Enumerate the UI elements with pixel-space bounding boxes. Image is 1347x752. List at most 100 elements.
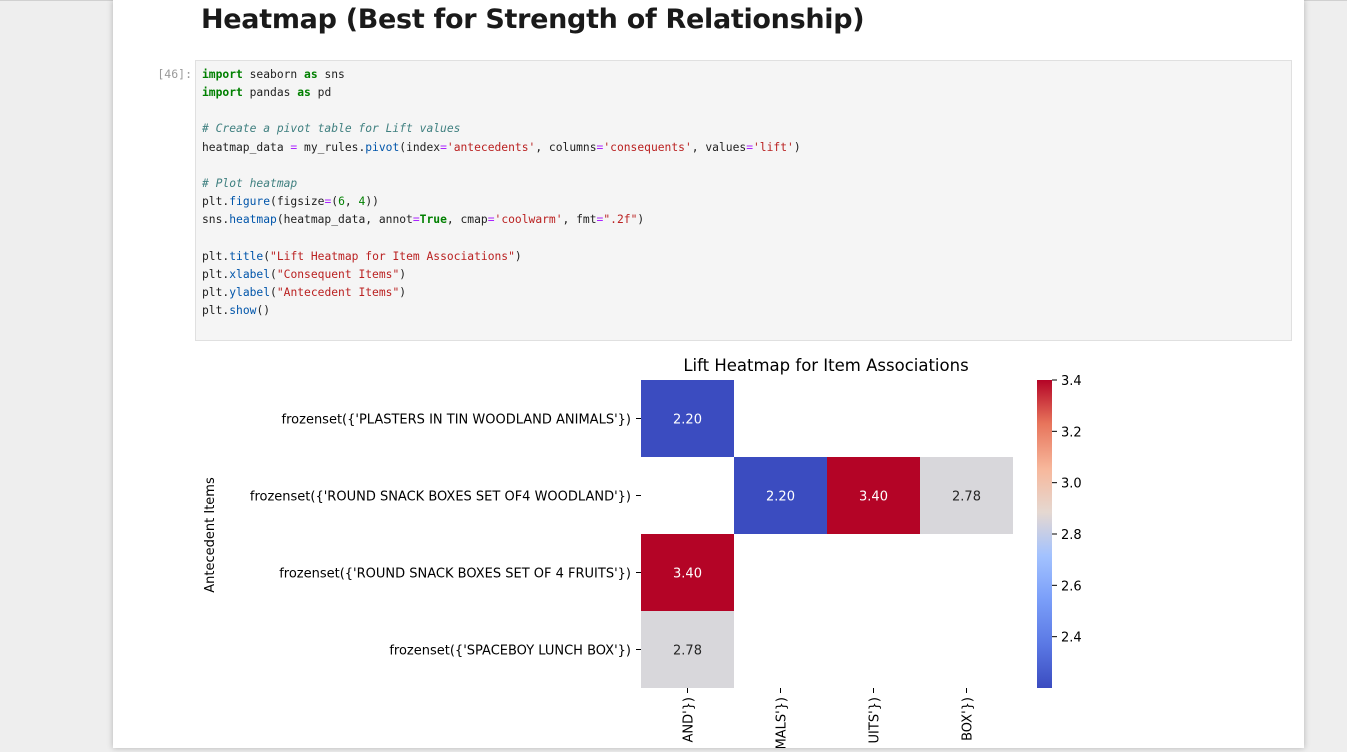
column-tick-label: MALS'}): [775, 697, 790, 748]
row-tick-label: frozenset({'ROUND SNACK BOXES SET OF4 WO…: [250, 490, 631, 505]
code-token: , columns: [535, 140, 597, 154]
row-tick-label: frozenset({'SPACEBOY LUNCH BOX'}): [389, 644, 631, 659]
cell-annotation: 3.40: [859, 490, 888, 505]
code-token: ): [793, 140, 801, 154]
code-token: (figsize: [270, 195, 325, 209]
code-token: sns: [317, 68, 345, 81]
chart-title: Lift Heatmap for Item Associations: [683, 356, 968, 375]
execution-count-prompt: [46]:: [157, 67, 192, 81]
colorbar-tick-label: 2.4: [1061, 631, 1082, 646]
code-token: seaborn: [242, 68, 305, 81]
code-token: , fmt: [562, 213, 597, 227]
column-tick-label: AND'}): [682, 697, 697, 743]
column-tick-labels: AND'}) MALS'}) UITS'}) BOX'}): [682, 688, 976, 750]
colorbar-tick-label: 3.4: [1061, 374, 1082, 389]
cell-annotation: 2.78: [673, 644, 702, 659]
code-token: title: [229, 249, 264, 263]
code-line: plt.figure(figsize=(6, 4)): [202, 195, 379, 208]
code-token: ): [514, 249, 522, 263]
code-line: plt.ylabel("Antecedent Items"): [202, 286, 406, 299]
heatmap-cell: [734, 457, 827, 534]
code-token: plt.: [202, 195, 230, 209]
code-line: sns.heatmap(heatmap_data, annot=True, cm…: [202, 213, 644, 226]
code-token: heatmap: [229, 213, 277, 227]
heatmap-cell: [827, 457, 920, 534]
code-token: sns.: [202, 213, 230, 227]
colorbar-tick-label: 2.6: [1061, 579, 1082, 594]
y-axis-label: Antecedent Items: [203, 477, 218, 593]
code-token: , cmap: [446, 213, 488, 227]
code-line: import seaborn as sns: [202, 68, 345, 81]
colorbar-tick-label: 3.2: [1061, 425, 1082, 440]
code-token: ): [399, 267, 407, 281]
code-token: import: [202, 86, 243, 100]
cell-annotation: 2.78: [952, 490, 981, 505]
code-token: ".2f": [603, 213, 638, 227]
code-line: plt.show(): [202, 304, 270, 317]
code-token: plt.: [202, 249, 230, 263]
markdown-heading: Heatmap (Best for Strength of Relationsh…: [201, 4, 865, 35]
code-token: =: [487, 213, 495, 227]
code-token: (: [331, 195, 339, 209]
code-token: (heatmap_data, annot: [276, 213, 413, 227]
code-token: =: [412, 213, 420, 227]
heatmap-chart: Lift Heatmap for Item Associations Antec…: [203, 356, 1082, 750]
code-token: ): [637, 213, 645, 227]
code-token: xlabel: [229, 267, 271, 281]
code-token: =: [324, 195, 332, 209]
code-token: "Antecedent Items": [276, 285, 400, 299]
code-line: plt.title("Lift Heatmap for Item Associa…: [202, 250, 522, 263]
heatmap-cell: [641, 534, 734, 611]
code-token: ,: [344, 195, 359, 209]
code-token: as: [304, 68, 318, 81]
code-token: =: [596, 213, 604, 227]
heatmap-cells: 2.20 2.20 3.40 2.78 3.40 2.78: [641, 380, 1013, 688]
row-tick-label: frozenset({'ROUND SNACK BOXES SET OF 4 F…: [279, 567, 631, 582]
code-line: import pandas as pd: [202, 86, 331, 99]
code-text[interactable]: import seaborn as sns import pandas as p…: [202, 66, 801, 320]
heatmap-cell: [920, 457, 1013, 534]
colorbar-ticks: 3.4 3.2 3.0 2.8 2.6 2.4: [1052, 374, 1082, 646]
code-token: ylabel: [229, 285, 271, 299]
cell-annotation: 3.40: [673, 567, 702, 582]
code-token: (index: [399, 140, 441, 154]
code-token: heatmap_data: [202, 140, 291, 154]
code-token: 6: [338, 195, 345, 209]
code-token: # Create a pivot table for Lift values: [202, 122, 461, 136]
colorbar: [1037, 380, 1052, 688]
row-tick-label: frozenset({'PLASTERS IN TIN WOODLAND ANI…: [282, 413, 631, 428]
code-cell-editor[interactable]: import seaborn as sns import pandas as p…: [195, 60, 1292, 341]
code-token: )): [365, 195, 379, 209]
code-token: =: [440, 140, 447, 154]
column-tick-label: UITS'}): [868, 697, 883, 743]
code-token: show: [229, 304, 257, 318]
code-token: =: [290, 140, 298, 154]
code-token: plt.: [202, 267, 230, 281]
code-token: as: [297, 86, 311, 100]
code-token: figure: [229, 195, 271, 209]
code-token: plt.: [202, 285, 230, 299]
code-token: (): [256, 304, 271, 318]
code-token: import: [202, 68, 243, 81]
code-token: 'antecedents': [446, 140, 536, 154]
column-tick-label: BOX'}): [961, 697, 976, 741]
code-token: "Consequent Items": [276, 267, 400, 281]
cell-output: Lift Heatmap for Item Associations Antec…: [195, 345, 1095, 750]
code-token: pivot: [365, 140, 400, 154]
code-token: pd: [310, 86, 332, 100]
heatmap-cell: [641, 611, 734, 688]
row-tick-labels: frozenset({'PLASTERS IN TIN WOODLAND ANI…: [250, 413, 641, 659]
code-token: 'lift': [753, 140, 794, 154]
code-token: 'coolwarm': [494, 213, 563, 227]
code-token: # Plot heatmap: [202, 176, 298, 190]
code-token: True: [419, 213, 447, 227]
colorbar-tick-label: 2.8: [1061, 528, 1082, 543]
code-token: pandas: [242, 86, 298, 100]
code-token: "Lift Heatmap for Item Associations": [270, 249, 515, 263]
code-token: (: [270, 267, 277, 281]
cell-annotation: 2.20: [766, 490, 795, 505]
code-token: =: [596, 140, 604, 154]
code-token: 'consequents': [603, 140, 692, 154]
code-line: heatmap_data = my_rules.pivot(index='ant…: [202, 141, 801, 154]
colorbar-tick-label: 3.0: [1061, 477, 1082, 492]
